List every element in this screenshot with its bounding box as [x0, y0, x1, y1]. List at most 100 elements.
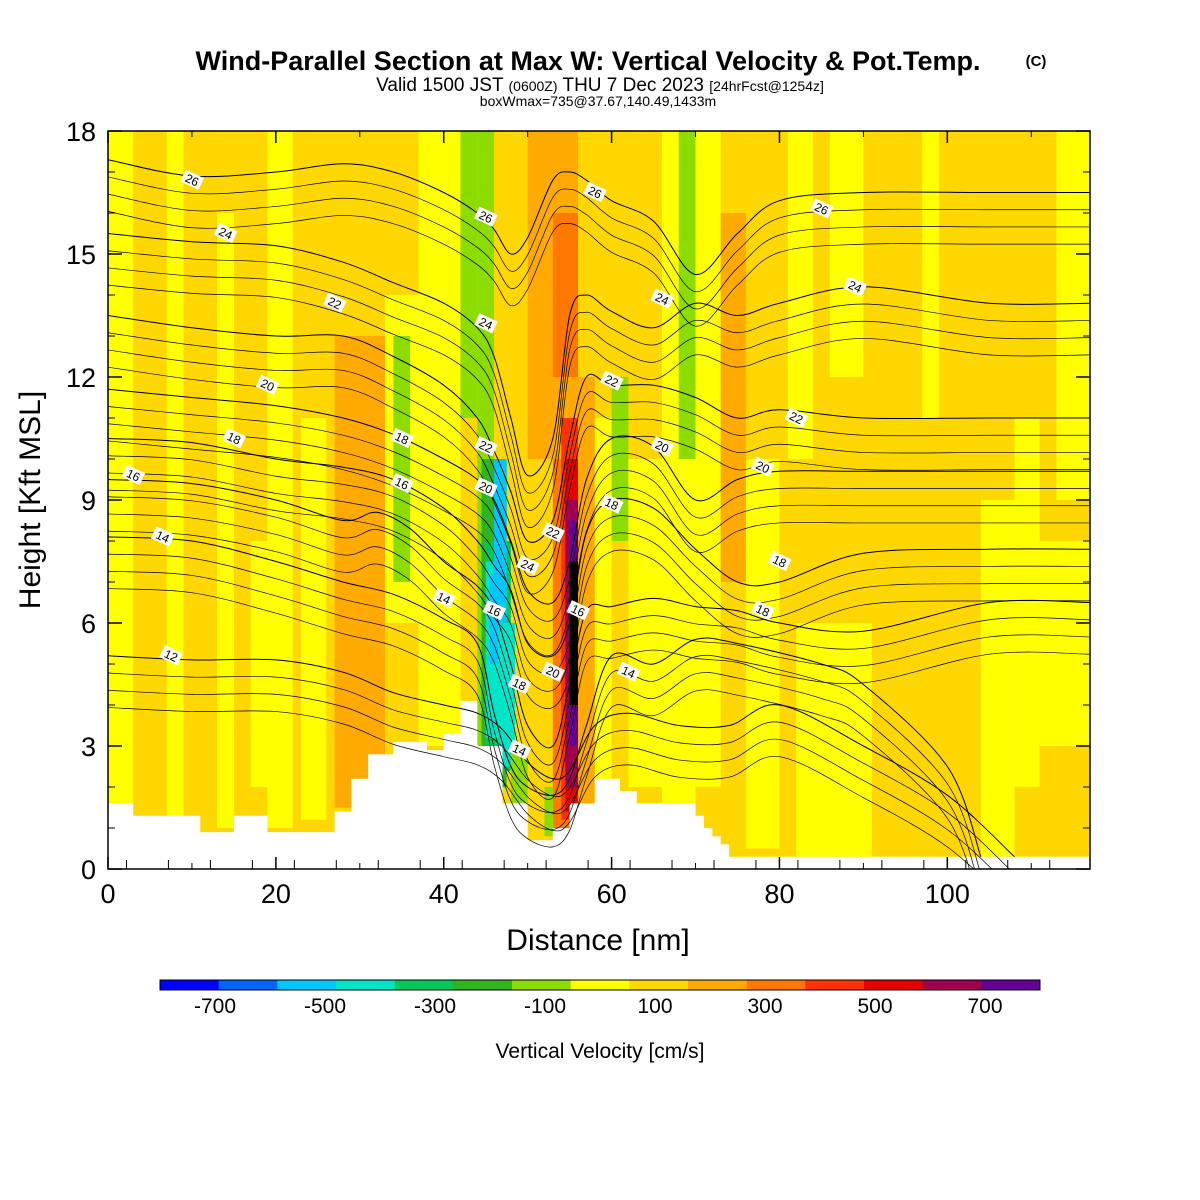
- velocity-cell: [628, 459, 662, 787]
- contour-label-bg: [213, 222, 238, 244]
- velocity-cell: [569, 561, 579, 705]
- velocity-cell: [980, 500, 1015, 857]
- theta-contour-minor: [108, 193, 1090, 310]
- theta-contour-minor: [108, 211, 1090, 327]
- contour-label-text: 18: [393, 429, 411, 447]
- contour-label-text: 24: [477, 315, 495, 333]
- colorbar-swatch: [746, 980, 806, 990]
- x-tick-label: 60: [597, 879, 627, 909]
- contour-label-text: 26: [812, 200, 830, 218]
- contour-labels: 26 24 22 20 18 16 14 12 18 16 14 26 24 22 20 16 18 14 24 22…: [121, 169, 868, 760]
- y-tick-label: 6: [81, 609, 96, 639]
- contour-label: 26: [474, 206, 498, 227]
- contour-label-bg: [599, 493, 624, 514]
- contour-label: 26: [180, 169, 204, 190]
- contour-label-text: 20: [258, 376, 276, 394]
- contour-label: 14: [507, 739, 532, 760]
- y-tick-label: 9: [81, 486, 96, 516]
- contour-label-text: 22: [603, 372, 621, 390]
- contour-label: 16: [566, 600, 591, 621]
- contour-label-bg: [474, 206, 498, 227]
- contour-label-text: 18: [603, 495, 621, 513]
- contour-label: 20: [474, 477, 498, 498]
- contour-label-text: 14: [435, 589, 453, 607]
- contour-label-bg: [474, 313, 498, 334]
- theta-contour-minor: [108, 332, 1090, 560]
- colorbar-tick-label: -300: [414, 995, 456, 1018]
- velocity-cell: [1056, 131, 1090, 500]
- x-axis-label: Distance [nm]: [506, 924, 689, 957]
- theta-contour-minor: [108, 423, 1090, 639]
- theta-contour-minor: [108, 570, 975, 869]
- contour-label: 16: [121, 464, 146, 486]
- colorbar-swatch: [629, 980, 689, 990]
- colorbar-swatch: [394, 980, 454, 990]
- contour-label: 18: [507, 673, 532, 695]
- velocity-cell: [695, 131, 721, 787]
- contour-label-bg: [583, 181, 607, 203]
- theta-contour-minor: [108, 440, 1090, 657]
- velocity-cell: [829, 131, 864, 377]
- contour-label-bg: [222, 427, 246, 449]
- forecast-info: [24hrFcst@1254z]: [709, 78, 824, 94]
- contour-label-bg: [566, 600, 591, 621]
- chart-title: Wind-Parallel Section at Max W: Vertical…: [196, 46, 981, 76]
- contour-label-text: 22: [787, 409, 805, 427]
- colorbar-tick-label: 500: [857, 995, 892, 1018]
- contour-label: 14: [150, 526, 175, 547]
- theta-contour-26: [108, 159, 1090, 276]
- contour-label: 20: [751, 456, 775, 477]
- contour-label-bg: [323, 292, 347, 313]
- contour-label-bg: [180, 169, 204, 190]
- velocity-cell: [578, 377, 595, 820]
- contour-label-bg: [159, 645, 183, 666]
- contour-label-bg: [541, 661, 565, 682]
- colorbar-swatch: [688, 980, 748, 990]
- theta-contour-12: [108, 655, 1015, 858]
- colorbar-swatch: [805, 980, 865, 990]
- contour-label-text: 14: [619, 663, 637, 681]
- contour-label-text: 20: [653, 438, 671, 456]
- colorbar-swatch: [864, 980, 924, 990]
- contour-label-text: 18: [510, 675, 528, 693]
- theta-contour-minor: [108, 707, 975, 869]
- contour-label-text: 26: [477, 208, 495, 226]
- contour-label: 18: [599, 493, 624, 514]
- velocity-cell: [922, 131, 939, 418]
- contour-label-bg: [751, 456, 775, 477]
- contour-label-text: 16: [569, 602, 587, 620]
- theta-contour-minor: [108, 250, 1090, 494]
- contour-label: 24: [474, 313, 498, 334]
- y-axis-label: Height [Kft MSL]: [14, 391, 47, 609]
- contour-label-text: 24: [653, 290, 671, 308]
- colorbar-tick-label: -700: [194, 995, 236, 1018]
- velocity-cell: [108, 131, 134, 833]
- contour-label: 16: [390, 473, 414, 494]
- velocity-cell: [544, 787, 553, 837]
- velocity-cell: [552, 213, 579, 377]
- velocity-cell: [720, 213, 746, 582]
- colorbar-swatch: [453, 980, 513, 990]
- contour-label: 16: [482, 600, 507, 621]
- velocity-cell: [1039, 541, 1090, 746]
- colorbar-swatch: [570, 980, 630, 990]
- contour-label-text: 20: [544, 663, 562, 681]
- contour-label-bg: [843, 276, 868, 297]
- contour-label-bg: [390, 427, 414, 449]
- theta-contour-14: [108, 536, 982, 857]
- contour-label-text: 20: [477, 479, 495, 497]
- colorbar-tick-label: 100: [637, 995, 672, 1018]
- contour-label-bg: [121, 464, 146, 486]
- contour-label: 18: [751, 600, 775, 621]
- contour-label-bg: [507, 673, 532, 695]
- contour-label-text: 20: [754, 458, 772, 476]
- valid-time-line: Valid 1500 JST (0600Z) THU 7 Dec 2023 [2…: [376, 75, 824, 96]
- contour-label-bg: [784, 407, 809, 428]
- valid-date: THU 7 Dec 2023: [562, 75, 704, 96]
- contour-label-bg: [751, 600, 775, 621]
- colorbar-frame: [159, 979, 1041, 991]
- contour-label: 22: [599, 370, 624, 391]
- velocity-cell: [678, 131, 696, 459]
- contour-label-text: 24: [216, 224, 234, 242]
